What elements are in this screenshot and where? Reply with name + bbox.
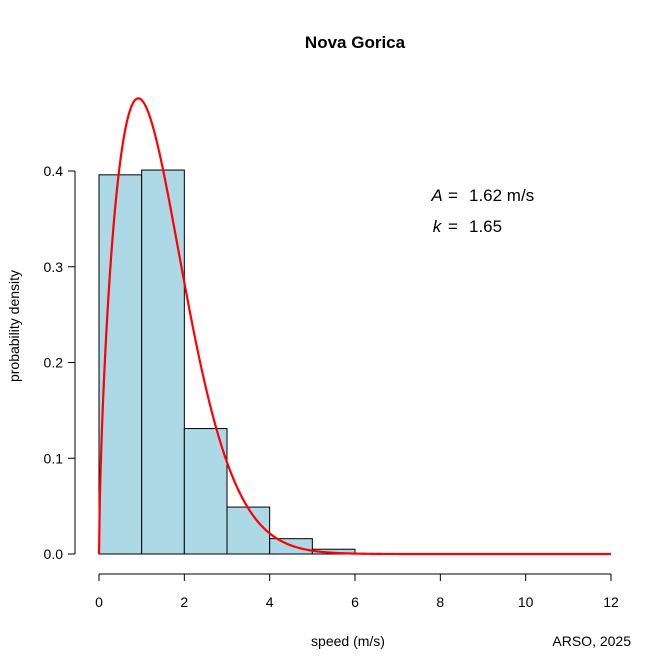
x-tick-label: 8	[436, 594, 444, 610]
histogram-bar-2	[183, 428, 228, 555]
shape-param-equals: =	[448, 217, 458, 236]
weibull-parameters: A = 1.62 m/s k = 1.65	[430, 186, 534, 236]
y-tick-label: 0.0	[44, 546, 64, 562]
y-tick-label: 0.2	[44, 355, 64, 371]
y-axis: 0.0 0.1 0.2 0.3 0.4	[44, 163, 76, 562]
scale-param-value: 1.62 m/s	[469, 186, 534, 205]
x-tick-label: 10	[518, 594, 534, 610]
histogram-bar-0	[98, 174, 143, 555]
shape-param-symbol: k	[433, 217, 443, 236]
x-tick-label: 4	[266, 594, 274, 610]
chart-title: Nova Gorica	[305, 33, 406, 52]
histogram-bar-1	[141, 169, 185, 555]
x-tick-label: 0	[95, 594, 103, 610]
credit-label: ARSO, 2025	[552, 633, 631, 649]
weibull-curve	[97, 97, 611, 556]
histogram-bars	[98, 169, 356, 555]
shape-param-value: 1.65	[469, 217, 502, 236]
x-axis-label: speed (m/s)	[311, 633, 385, 649]
histogram-bar-3	[226, 506, 271, 555]
y-tick-label: 0.3	[44, 259, 64, 275]
x-tick-label: 2	[180, 594, 188, 610]
scale-param-equals: =	[448, 186, 458, 205]
x-tick-label: 6	[351, 594, 359, 610]
y-tick-label: 0.4	[44, 163, 64, 179]
x-axis: 0 2 4 6 8 10 12	[95, 573, 619, 610]
x-tick-label: 12	[603, 594, 619, 610]
scale-param-symbol: A	[430, 186, 442, 205]
y-tick-label: 0.1	[44, 450, 64, 466]
weibull-curve-layer	[97, 97, 611, 556]
y-axis-label: probability density	[6, 270, 22, 382]
